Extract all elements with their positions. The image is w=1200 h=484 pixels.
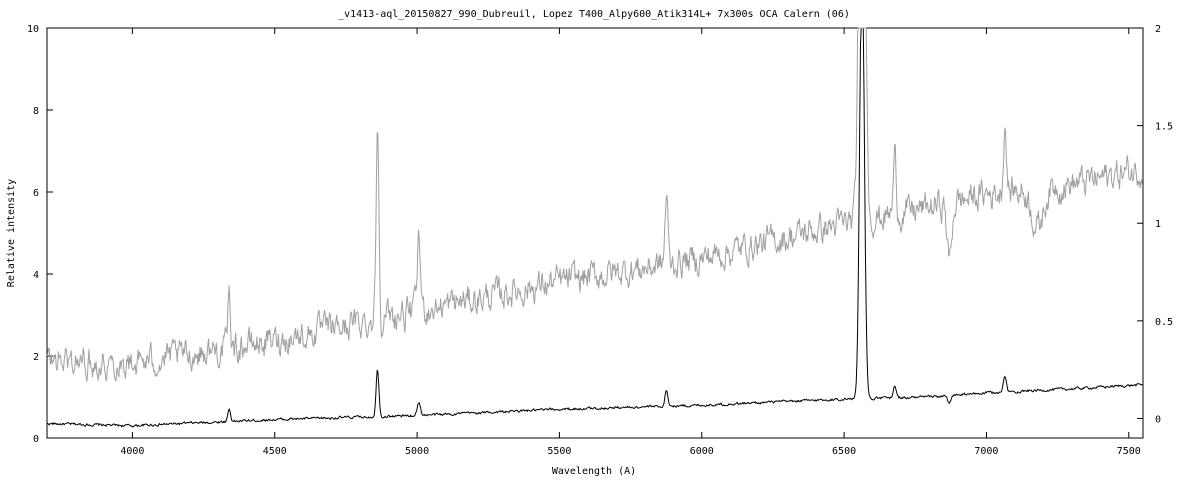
y2-tick-label: 0 [1155, 414, 1161, 425]
x-axis-label: Wavelength (A) [552, 466, 636, 477]
y2-tick-label: 0.5 [1155, 317, 1173, 328]
series-group [46, 27, 1144, 428]
x-tick-label: 7000 [974, 446, 998, 457]
y2-tick-label: 2 [1155, 24, 1161, 35]
x-tick-label: 5500 [547, 446, 571, 457]
x-tick-label: 7500 [1117, 446, 1141, 457]
y2-tick-label: 1 [1155, 219, 1161, 230]
spectrum-line [46, 27, 1144, 383]
y-tick-label: 2 [33, 352, 39, 363]
x-tick-label: 6500 [832, 446, 856, 457]
x-tick-label: 4500 [263, 446, 287, 457]
y-tick-label: 6 [33, 188, 39, 199]
y-tick-label: 10 [27, 24, 39, 35]
y2-tick-label: 1.5 [1155, 122, 1173, 133]
x-tick-label: 4000 [120, 446, 144, 457]
chart-title: _v1413-aql_20150827_990_Dubreuil, Lopez … [338, 9, 850, 20]
y-tick-label: 4 [33, 270, 39, 281]
axis-ticks: 4000 4500 5000 5500 6000 6500 7000 750002468100… [27, 24, 1173, 457]
x-tick-label: 5000 [405, 446, 429, 457]
y-tick-label: 0 [33, 434, 39, 445]
plot-frame [46, 27, 1144, 439]
y-axis-label: Relative intensity [6, 179, 17, 287]
x-tick-label: 6000 [690, 446, 714, 457]
y-tick-label: 8 [33, 106, 39, 117]
spectrum-line [46, 27, 1144, 428]
